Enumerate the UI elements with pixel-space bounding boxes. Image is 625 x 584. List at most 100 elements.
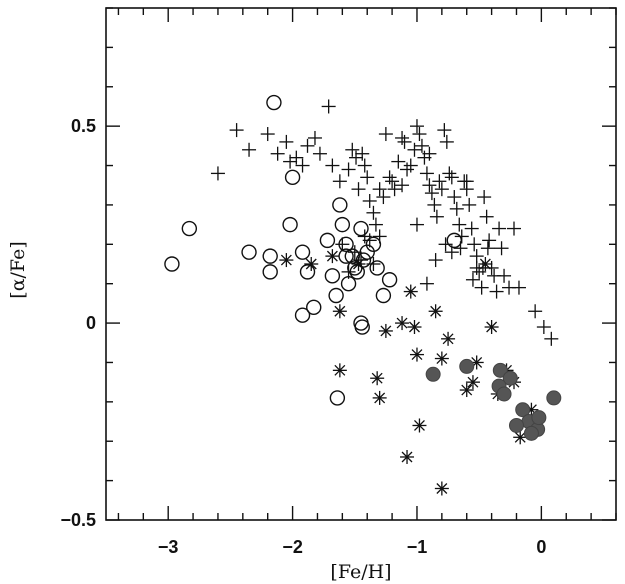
plus-marker <box>422 178 437 193</box>
open-circle-marker <box>329 390 346 406</box>
plus-marker <box>387 182 402 197</box>
plus-marker <box>391 154 406 169</box>
data-marks <box>164 94 562 496</box>
plus-marker <box>400 162 415 177</box>
plus-marker <box>412 127 427 142</box>
filled-circle-marker <box>508 417 524 433</box>
open-circle-marker <box>282 216 298 233</box>
y-tick-label: −0.5 <box>60 510 96 530</box>
x-tick-label: −3 <box>158 537 179 557</box>
open-circle-marker <box>332 197 348 213</box>
asterisk-marker <box>434 351 449 366</box>
asterisk-marker <box>279 253 294 268</box>
open-circle-marker <box>334 216 351 233</box>
axis-ticks <box>106 7 617 521</box>
plus-marker <box>395 178 410 193</box>
asterisk-marker <box>484 320 499 335</box>
plus-marker <box>439 134 454 149</box>
plus-marker <box>289 150 304 165</box>
plus-marker <box>428 253 443 268</box>
open-circle-marker <box>164 256 180 272</box>
plus-marker <box>341 162 356 177</box>
plus-marker <box>438 237 453 252</box>
plus-marker <box>544 331 559 346</box>
plus-marker <box>395 130 410 145</box>
plus-marker <box>452 217 467 232</box>
open-circle-marker <box>344 248 360 264</box>
asterisk-marker <box>513 430 528 445</box>
plus-marker <box>447 190 462 205</box>
plus-marker <box>507 221 521 236</box>
plus-marker <box>409 119 424 134</box>
asterisk-marker <box>325 249 340 264</box>
plus-marker <box>378 127 393 142</box>
filled-circle-marker <box>523 425 539 441</box>
asterisk-marker <box>441 331 456 346</box>
open-circle-marker <box>340 275 357 292</box>
plus-marker <box>429 209 444 224</box>
plus-marker <box>366 205 381 220</box>
asterisk-marker <box>378 323 393 338</box>
plus-marker <box>497 268 512 283</box>
plus-marker <box>321 99 336 114</box>
plus-marker <box>295 158 310 173</box>
plus-marker <box>307 130 322 145</box>
open-circle-marker <box>266 94 282 111</box>
open-circle-marker <box>181 220 198 237</box>
plus-marker <box>444 170 459 185</box>
plus-marker <box>210 166 225 181</box>
open-circle-marker <box>359 244 375 260</box>
open-circle-marker <box>354 319 370 335</box>
plus-marker <box>477 190 492 205</box>
asterisk-marker <box>407 320 422 335</box>
plot-frame <box>105 7 617 521</box>
x-tick-label: −1 <box>407 537 428 557</box>
asterisk-marker <box>434 481 449 496</box>
asterisk-marker <box>478 257 493 271</box>
plus-marker <box>494 241 509 256</box>
plus-marker <box>409 217 424 232</box>
plus-marker <box>397 134 412 149</box>
plus-marker <box>427 197 442 212</box>
asterisk-marker <box>465 375 480 390</box>
asterisk-marker <box>400 449 415 464</box>
plus-marker <box>467 237 482 252</box>
asterisk-marker <box>351 257 366 271</box>
plus-marker <box>434 182 449 197</box>
open-circle-marker <box>369 260 385 276</box>
plus-marker <box>442 166 457 181</box>
plus-marker <box>536 320 551 335</box>
filled-circle-marker <box>459 358 475 374</box>
open-circle-marker <box>328 287 344 304</box>
asterisk-marker <box>412 418 427 433</box>
plus-marker <box>385 174 400 189</box>
plus-marker <box>459 174 474 189</box>
plus-marker <box>449 201 464 216</box>
plus-marker <box>355 146 370 161</box>
asterisk-marker <box>403 284 418 299</box>
plus-marker <box>279 134 294 149</box>
plus-marker <box>349 150 364 165</box>
open-circle-marker <box>284 169 301 186</box>
plus-marker <box>335 237 350 252</box>
x-tick-label: 0 <box>536 537 546 557</box>
open-circle-marker <box>324 268 341 284</box>
open-circle-marker <box>294 244 311 260</box>
filled-circle-marker <box>531 410 547 426</box>
plus-marker <box>464 221 479 236</box>
asterisk-marker <box>395 316 410 331</box>
open-circle-marker <box>446 232 462 249</box>
asterisk-marker <box>332 304 347 319</box>
plus-marker <box>419 276 434 291</box>
plus-marker <box>528 304 543 319</box>
plus-marker <box>489 284 504 299</box>
plus-marker <box>372 182 387 197</box>
tick-labels: −3 −2 −1 0 −0.5 0 0.5 <box>60 116 546 557</box>
plus-marker <box>480 241 495 256</box>
plus-marker <box>351 182 366 197</box>
filled-circle-marker <box>496 386 512 402</box>
plus-marker <box>283 154 298 169</box>
x-tick-label: −2 <box>282 537 303 557</box>
y-axis-title: [α/Fe] <box>7 241 29 298</box>
plus-marker <box>482 233 497 248</box>
